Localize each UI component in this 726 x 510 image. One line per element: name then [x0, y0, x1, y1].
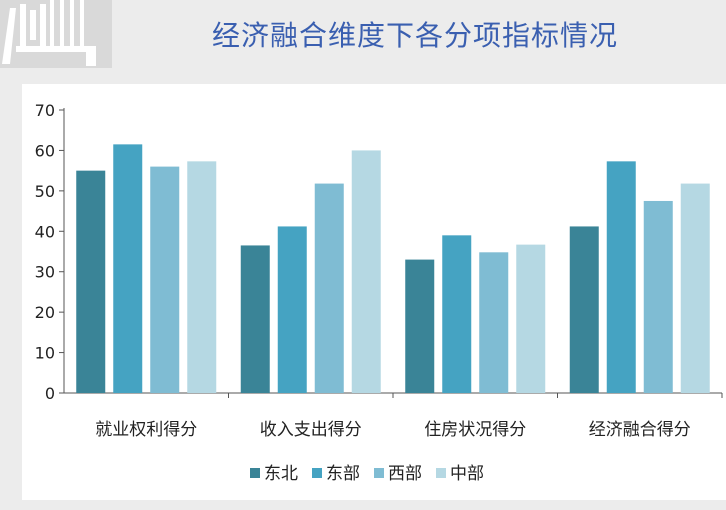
bar-东北-就业权利得分: [76, 170, 106, 393]
x-tick-label: 经济融合得分: [589, 420, 691, 440]
page-title: 经济融合维度下各分项指标情况: [211, 19, 618, 52]
y-tick-label: 0: [45, 384, 55, 403]
bar-中部-收入支出得分: [351, 150, 381, 393]
bar-东北-经济融合得分: [569, 226, 599, 393]
bar-西部-住房状况得分: [479, 252, 509, 393]
bar-东部-收入支出得分: [277, 226, 307, 393]
y-tick-label: 60: [35, 141, 55, 160]
y-tick-label: 10: [35, 344, 55, 363]
x-tick-label: 住房状况得分: [424, 420, 526, 440]
legend-label: 西部: [388, 464, 422, 484]
y-tick-label: 40: [35, 222, 55, 241]
bar-东北-住房状况得分: [405, 259, 435, 393]
y-tick-label: 30: [35, 263, 55, 282]
legend-label: 东北: [264, 464, 298, 484]
legend-label: 中部: [450, 464, 484, 484]
legend-swatch: [374, 468, 384, 478]
legend-swatch: [250, 468, 260, 478]
chart-panel: 0 10 20 30 40 50 60 70 就业权利得分 收入支出得分 住房状况得分 经济融合得分东…: [22, 84, 726, 500]
y-tick-label: 50: [35, 182, 55, 201]
bar-东部-经济融合得分: [606, 161, 636, 393]
y-tick-label: 20: [35, 303, 55, 322]
legend-label: 东部: [326, 464, 360, 484]
bar-东部-住房状况得分: [442, 235, 472, 393]
y-tick-label: 70: [35, 101, 55, 120]
bar-中部-就业权利得分: [187, 161, 217, 393]
bar-中部-住房状况得分: [516, 244, 546, 393]
legend-swatch: [312, 468, 322, 478]
bar-东部-就业权利得分: [113, 144, 143, 393]
bar-东北-收入支出得分: [240, 245, 270, 393]
bar-chart: 0 10 20 30 40 50 60 70 就业权利得分 收入支出得分 住房状况得分 经济融合得分东…: [35, 101, 723, 484]
bar-西部-经济融合得分: [643, 200, 673, 393]
x-tick-label: 就业权利得分: [95, 420, 197, 440]
legend-swatch: [436, 468, 446, 478]
x-tick-label: 收入支出得分: [260, 420, 362, 440]
bar-西部-就业权利得分: [150, 166, 180, 393]
logo-icon: [0, 0, 112, 68]
bar-中部-经济融合得分: [680, 183, 710, 393]
bar-西部-收入支出得分: [314, 183, 344, 393]
